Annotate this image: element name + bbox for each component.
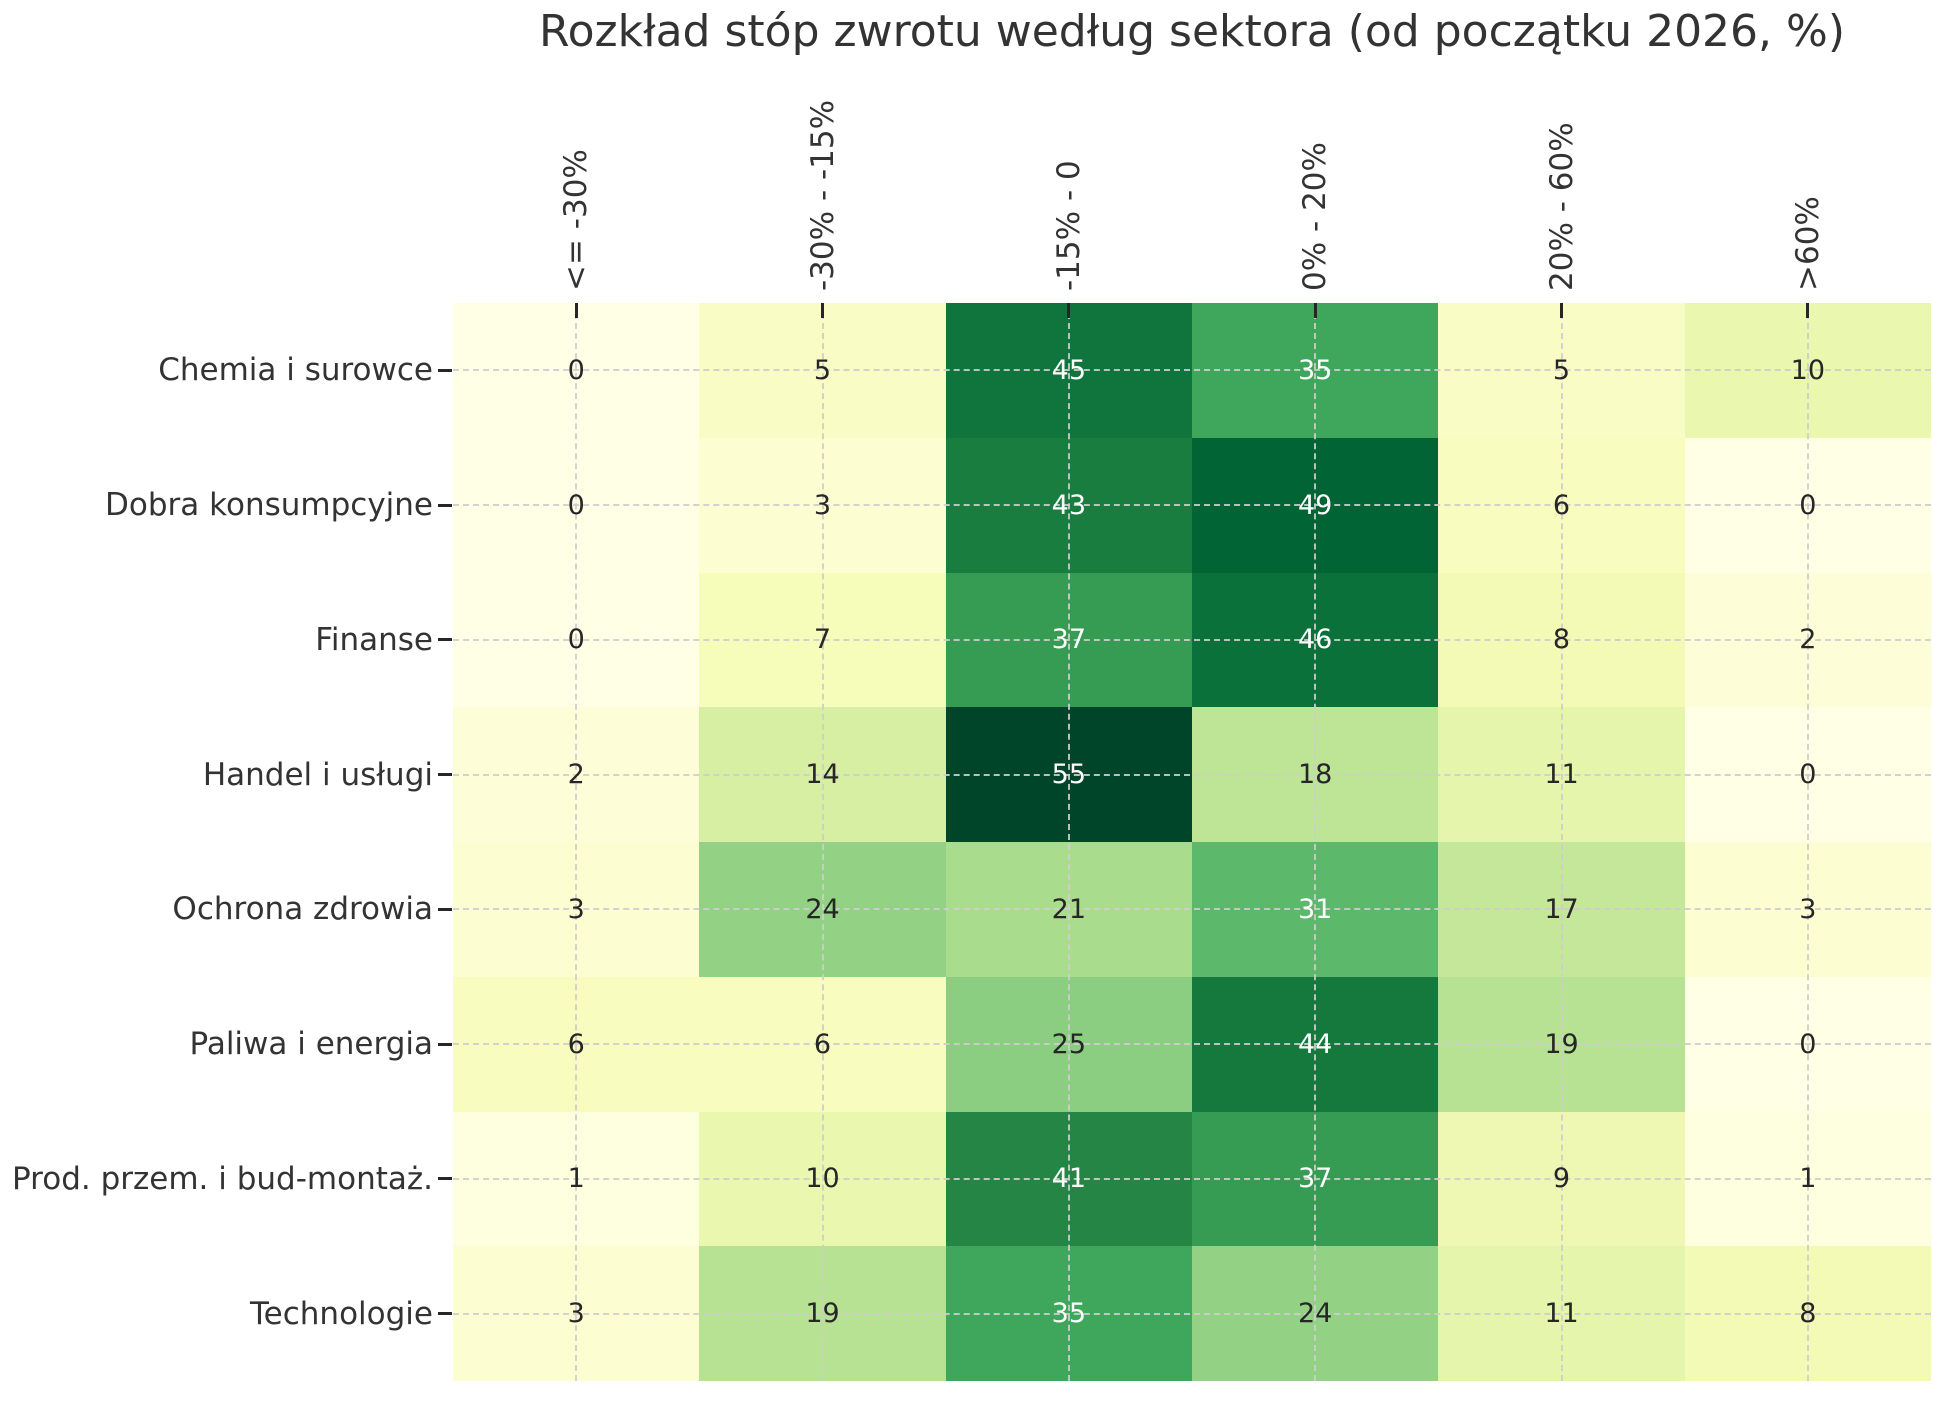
heatmap-grid: 0 5 45 35 5 10 0 3 43 49 6 0 0 7 37 46 8 2 2 14 55 18 11 0 3 24 21… (453, 303, 1931, 1381)
cell-value: 5 (1552, 354, 1571, 386)
cell-value: 6 (1552, 489, 1571, 521)
x-tick-label: -15% - 0 (1050, 160, 1087, 291)
gridline-vertical (575, 303, 578, 1381)
y-tick-label: Technologie (250, 1295, 433, 1332)
x-tick-label: >60% (1789, 196, 1826, 291)
cell-value: 17 (1544, 893, 1579, 925)
cell-value: 0 (1799, 489, 1817, 521)
gridline-horizontal (453, 369, 1931, 372)
cell-value: 19 (1544, 1028, 1579, 1060)
cell-value: 8 (1552, 624, 1571, 656)
y-tick-mark (438, 773, 452, 777)
gridline-horizontal (453, 1177, 1931, 1180)
cell-value: 37 (1051, 624, 1086, 656)
x-tick-mark (1067, 303, 1071, 318)
cell-value: 19 (805, 1298, 840, 1330)
cell-value: 43 (1051, 489, 1086, 521)
gridline-vertical (1067, 303, 1070, 1381)
cell-value: 5 (813, 354, 832, 386)
y-tick-label: Chemia i surowce (158, 352, 433, 389)
chart-title: Rozkład stóp zwrotu według sektora (od p… (539, 6, 1845, 57)
cell-value: 10 (1790, 354, 1825, 386)
cell-value: 24 (1297, 1298, 1333, 1330)
gridline-vertical (1314, 303, 1317, 1381)
x-tick-mark (574, 303, 578, 318)
x-tick-label: 20% - 60% (1543, 122, 1580, 291)
y-tick-mark (438, 1042, 452, 1046)
cell-value: 14 (805, 759, 840, 791)
gridline-horizontal (453, 773, 1931, 776)
cell-value: 0 (567, 354, 585, 386)
cell-value: 0 (1799, 1028, 1817, 1060)
cell-value: 2 (1799, 624, 1817, 656)
cell-value: 3 (813, 489, 832, 521)
cell-value: 44 (1297, 1028, 1333, 1060)
y-tick-label: Paliwa i energia (189, 1026, 433, 1063)
gridline-vertical (1806, 303, 1809, 1381)
y-tick-mark (438, 1177, 452, 1181)
cell-value: 41 (1051, 1163, 1086, 1195)
cell-value: 2 (567, 759, 585, 791)
y-tick-mark (438, 1312, 452, 1316)
y-tick-mark (438, 907, 452, 911)
y-tick-label: Dobra konsumpcyjne (105, 487, 433, 524)
cell-value: 10 (805, 1163, 840, 1195)
cell-value: 8 (1799, 1298, 1817, 1330)
cell-value: 11 (1544, 759, 1579, 791)
cell-value: 9 (1552, 1163, 1571, 1195)
x-tick-label: -30% - -15% (804, 99, 841, 291)
cell-value: 3 (567, 893, 585, 925)
x-tick-mark (1560, 303, 1563, 318)
y-tick-label: Ochrona zdrowia (172, 891, 433, 928)
cell-value: 1 (567, 1163, 585, 1195)
cell-value: 18 (1297, 759, 1333, 791)
x-tick-mark (1806, 303, 1810, 318)
gridline-horizontal (453, 1312, 1931, 1315)
gridline-horizontal (453, 1043, 1931, 1046)
cell-value: 0 (1799, 759, 1817, 791)
cell-value: 31 (1297, 893, 1333, 925)
cell-value: 45 (1051, 354, 1086, 386)
cell-value: 1 (1799, 1163, 1817, 1195)
gridline-horizontal (453, 908, 1931, 911)
gridline-vertical (1560, 303, 1563, 1381)
cell-value: 3 (1799, 893, 1817, 925)
x-tick-mark (821, 303, 824, 318)
cell-value: 6 (813, 1028, 832, 1060)
y-tick-mark (438, 368, 452, 372)
y-tick-mark (438, 503, 452, 507)
y-tick-label: Finanse (315, 621, 433, 658)
cell-value: 0 (567, 624, 585, 656)
cell-value: 49 (1297, 489, 1333, 521)
cell-value: 55 (1051, 759, 1086, 791)
cell-value: 46 (1297, 624, 1333, 656)
gridline-horizontal (453, 504, 1931, 507)
cell-value: 25 (1051, 1028, 1086, 1060)
x-tick-label: 0% - 20% (1297, 142, 1334, 291)
cell-value: 6 (567, 1028, 585, 1060)
y-tick-label: Prod. przem. i bud-montaż. (12, 1160, 433, 1197)
cell-value: 11 (1544, 1298, 1579, 1330)
cell-value: 35 (1051, 1298, 1086, 1330)
gridline-horizontal (453, 638, 1931, 641)
cell-value: 3 (567, 1298, 585, 1330)
cell-value: 35 (1297, 354, 1333, 386)
gridline-vertical (821, 303, 824, 1381)
x-tick-mark (1313, 303, 1317, 318)
cell-value: 37 (1297, 1163, 1333, 1195)
cell-value: 24 (805, 893, 840, 925)
cell-value: 21 (1051, 893, 1086, 925)
cell-value: 0 (567, 489, 585, 521)
x-tick-label: <= -30% (558, 149, 595, 291)
cell-value: 7 (813, 624, 832, 656)
y-tick-mark (438, 638, 452, 642)
y-tick-label: Handel i usługi (202, 756, 433, 793)
